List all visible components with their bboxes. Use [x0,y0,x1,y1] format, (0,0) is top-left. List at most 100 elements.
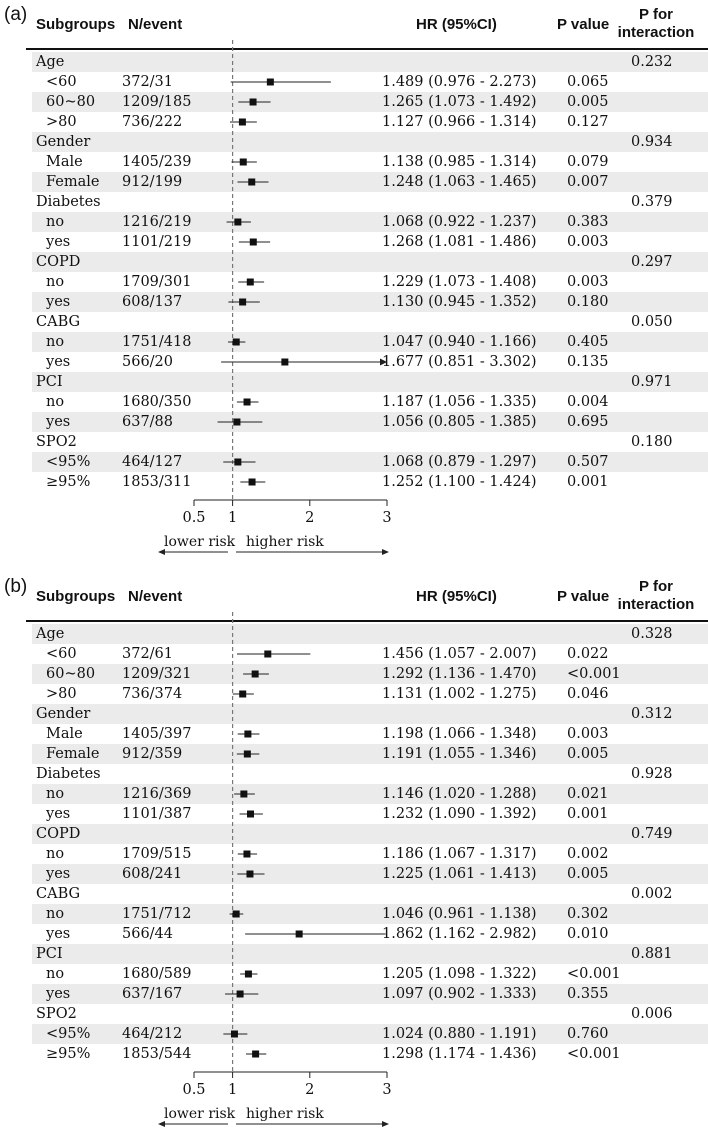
group-label: COPD [36,254,81,270]
group-row: SPO2 0.006 [32,1004,708,1024]
hr-ci-value: 1.068 (0.922 - 1.237) [382,214,537,230]
group-row: Diabetes 0.379 [32,192,708,212]
group-label: CABG [36,314,81,330]
p-interaction-value: 0.328 [631,626,673,642]
hr-ci-value: 1.068 (0.879 - 1.297) [382,454,537,470]
hr-point [234,458,242,466]
hr-ci-value: 1.232 (1.090 - 1.392) [382,806,537,822]
subgroup-row: 60~80 1209/321 1.292 (1.136 - 1.470) <0.001 [32,664,708,684]
subgroup-row: no 1709/515 1.186 (1.067 - 1.317) 0.002 [32,844,708,864]
hr-point [244,730,252,738]
group-row: COPD 0.749 [32,824,708,844]
subgroup-label: <95% [46,454,91,470]
hr-ci-value: 1.056 (0.805 - 1.385) [382,414,537,430]
p-value: <0.001 [567,666,621,682]
hr-ci-value: 1.677 (0.851 - 3.302) [382,354,537,370]
subgroup-label: yes [46,354,71,370]
subgroup-row: no 1751/418 1.047 (0.940 - 1.166) 0.405 [32,332,708,352]
header-divider [26,48,708,50]
header-p-value: P value [557,16,610,33]
n-event-value: 608/137 [122,294,183,310]
x-tick-label: 3 [382,1082,391,1098]
hr-point [240,790,248,798]
p-value: 0.003 [567,234,609,250]
forest-panel-b: (b) Subgroups N/event HR (95%CI) P value P fo… [0,572,708,1132]
p-value: 0.405 [567,334,609,350]
group-row: SPO2 0.180 [32,432,708,452]
x-tick-label: 0.5 [182,1082,205,1098]
hr-point [248,178,256,186]
subgroup-row: yes 608/241 1.225 (1.061 - 1.413) 0.005 [32,864,708,884]
hr-point [232,338,240,346]
forest-plot-area: 0.5 1 2 3 lower risk higher risk [158,612,392,1127]
hr-point [266,78,274,86]
hr-point [239,158,247,166]
n-event-value: 1405/397 [122,726,192,742]
subgroup-row: yes 1101/219 1.268 (1.081 - 1.486) 0.003 [32,232,708,252]
subgroup-label: yes [46,806,71,822]
p-value: 0.010 [567,926,609,942]
group-row: Age 0.328 [32,624,708,644]
p-value: <0.001 [567,1046,621,1062]
subgroup-row: <60 372/61 1.456 (1.057 - 2.007) 0.022 [32,644,708,664]
subgroup-row: yes 566/20 1.677 (0.851 - 3.302) 0.135 [32,352,708,372]
subgroup-label: yes [46,294,71,310]
p-value: 0.022 [567,646,609,662]
group-label: Age [36,626,65,642]
group-label: PCI [36,374,63,390]
p-interaction-value: 0.312 [631,706,673,722]
group-label: PCI [36,946,63,962]
hr-ci-value: 1.024 (0.880 - 1.191) [382,1026,537,1042]
n-event-value: 372/31 [122,74,174,90]
hr-ci-value: 1.146 (1.020 - 1.288) [382,786,537,802]
subgroup-row: <95% 464/127 1.068 (0.879 - 1.297) 0.507 [32,452,708,472]
group-row: CABG 0.050 [32,312,708,332]
n-event-value: 1709/301 [122,274,192,290]
subgroup-label: Male [46,154,83,170]
n-event-value: 637/88 [122,414,174,430]
p-value: 0.001 [567,474,609,490]
subgroup-label: yes [46,234,71,250]
p-interaction-value: 0.002 [631,886,673,902]
hr-point [281,358,289,366]
hr-point [249,238,257,246]
n-event-value: 1680/589 [122,966,192,982]
hr-point [233,418,241,426]
subgroup-row: no 1680/350 1.187 (1.056 - 1.335) 0.004 [32,392,708,412]
n-event-value: 566/20 [122,354,174,370]
hr-ci-value: 1.186 (1.067 - 1.317) [382,846,537,862]
p-interaction-value: 0.379 [631,194,673,210]
subgroup-row: Female 912/199 1.248 (1.063 - 1.465) 0.007 [32,172,708,192]
subgroup-label: no [46,846,65,862]
n-event-value: 912/199 [122,174,183,190]
p-value: 0.005 [567,866,609,882]
hr-point [243,750,251,758]
subgroup-row: yes 1101/387 1.232 (1.090 - 1.392) 0.001 [32,804,708,824]
header-hr: HR (95%CI) [416,588,497,605]
p-interaction-value: 0.180 [631,434,673,450]
hr-point [234,218,242,226]
n-event-value: 736/222 [122,114,183,130]
group-row: PCI 0.881 [32,944,708,964]
forest-panel-a: (a) Subgroups N/event HR (95%CI) P value P fo… [0,0,708,560]
header-divider [26,620,708,622]
n-event-value: 464/212 [122,1026,183,1042]
n-event-value: 1209/185 [122,94,192,110]
hr-ci-value: 1.456 (1.057 - 2.007) [382,646,537,662]
subgroup-row: ≥95% 1853/311 1.252 (1.100 - 1.424) 0.001 [32,472,708,492]
subgroup-row: Male 1405/239 1.138 (0.985 - 1.314) 0.079 [32,152,708,172]
subgroup-label: >80 [46,686,77,702]
hr-point [239,690,247,698]
header-n-event: N/event [128,16,183,33]
p-value: 0.760 [567,1026,609,1042]
hr-ci-value: 1.127 (0.966 - 1.314) [382,114,537,130]
p-interaction-value: 0.297 [631,254,673,270]
x-tick-label: 0.5 [182,510,205,526]
right-arrow-icon [382,1121,389,1127]
subgroup-row: no 1216/219 1.068 (0.922 - 1.237) 0.383 [32,212,708,232]
x-tick-label: 1 [228,510,237,526]
subgroup-label: no [46,394,65,410]
group-label: Age [36,54,65,70]
group-row: Gender 0.934 [32,132,708,152]
group-row: Gender 0.312 [32,704,708,724]
